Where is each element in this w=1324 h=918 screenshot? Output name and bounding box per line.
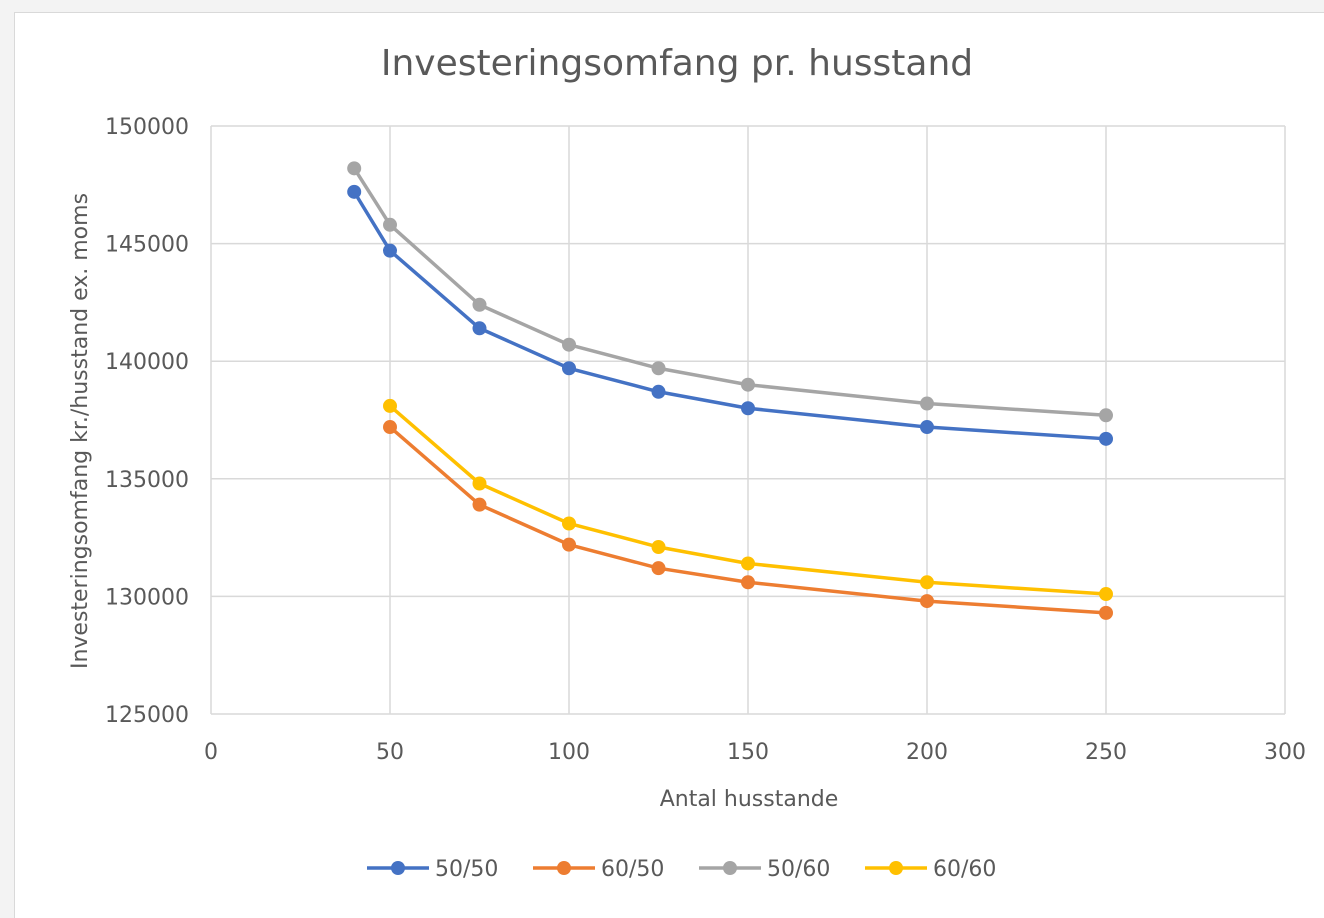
data-point — [347, 184, 362, 199]
data-point — [383, 217, 397, 232]
data-point — [741, 575, 755, 590]
chart-area: Investeringsomfang pr. husstand 0 50 100 15… — [14, 12, 1324, 918]
y-tick-label: 145000 — [105, 233, 189, 258]
legend-marker — [889, 861, 903, 875]
legend-marker — [723, 861, 737, 875]
y-tick-label: 140000 — [105, 350, 189, 375]
legend: 50/50 60/50 50/60 60/60 — [367, 857, 996, 882]
data-point — [741, 377, 755, 392]
y-tick-label: 125000 — [105, 703, 189, 728]
y-tick-label: 150000 — [105, 115, 189, 140]
legend-item: 60/50 — [533, 857, 664, 882]
data-point — [741, 556, 755, 571]
data-point — [472, 497, 487, 512]
series-line — [352, 190, 1108, 441]
legend-marker — [391, 861, 405, 875]
x-tick-label: 300 — [1264, 740, 1306, 765]
legend-label: 60/60 — [933, 857, 996, 882]
legend-item: 50/50 — [367, 857, 498, 882]
data-point — [1099, 605, 1113, 620]
series-line — [352, 166, 1108, 418]
chart-svg: Investeringsomfang pr. husstand 0 50 100 15… — [68, 43, 1306, 882]
y-axis-label: Investeringsomfang kr./husstand ex. moms — [68, 193, 93, 669]
data-point — [1099, 408, 1113, 423]
series-group — [347, 161, 1113, 620]
y-tick-label: 135000 — [105, 468, 189, 493]
data-point — [920, 575, 934, 590]
series-60-60 — [383, 398, 1113, 602]
series-60-50 — [383, 420, 1113, 620]
data-point — [383, 398, 397, 413]
grid — [210, 125, 1286, 715]
legend-label: 60/50 — [601, 857, 664, 882]
data-point — [562, 361, 576, 376]
x-axis-label: Antal husstande — [660, 787, 839, 812]
data-point — [383, 420, 397, 435]
legend-item: 50/60 — [699, 857, 830, 882]
data-point — [651, 561, 666, 576]
data-point — [562, 537, 576, 552]
data-point — [383, 243, 397, 258]
x-tick-label: 100 — [548, 740, 590, 765]
x-tick-label: 50 — [376, 740, 404, 765]
data-point — [651, 361, 666, 376]
data-point — [920, 594, 934, 609]
legend-label: 50/50 — [435, 857, 498, 882]
data-point — [651, 540, 666, 555]
x-tick-label: 0 — [204, 740, 218, 765]
data-point — [1099, 431, 1113, 446]
data-point — [920, 396, 934, 411]
data-point — [741, 401, 755, 416]
y-tick-label: 130000 — [105, 585, 189, 610]
data-point — [1099, 587, 1113, 602]
legend-label: 50/60 — [767, 857, 830, 882]
data-point — [472, 321, 487, 336]
x-tick-label: 200 — [906, 740, 948, 765]
chart-title: Investeringsomfang pr. husstand — [381, 43, 973, 84]
x-tick-label: 150 — [727, 740, 769, 765]
data-point — [920, 420, 934, 435]
data-point — [651, 384, 666, 399]
x-tick-label: 250 — [1085, 740, 1127, 765]
data-point — [562, 337, 576, 352]
tick-labels: 0 50 100 150 200 250 300 125000 130000 135000 1400… — [105, 115, 1306, 765]
data-point — [472, 297, 487, 312]
data-point — [472, 476, 487, 491]
series-50-50 — [347, 184, 1113, 446]
data-point — [347, 161, 362, 176]
legend-item: 60/60 — [865, 857, 996, 882]
data-point — [562, 516, 576, 531]
legend-marker — [557, 861, 571, 875]
series-50-60 — [347, 161, 1113, 423]
